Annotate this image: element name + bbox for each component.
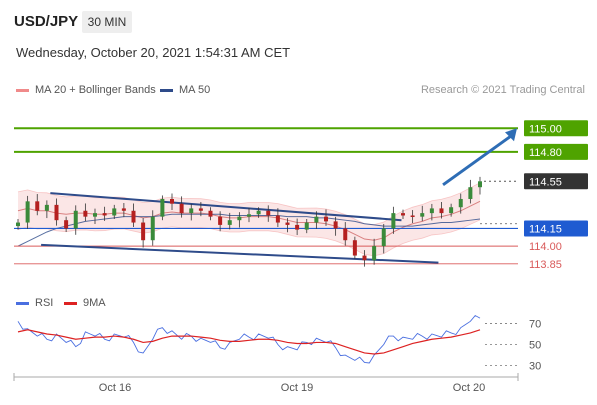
candles-group — [16, 176, 482, 267]
candle-body — [343, 228, 348, 241]
rsi-tick-70: 70 — [529, 318, 541, 330]
level-badge-115.00 — [524, 120, 588, 137]
candle-body — [275, 215, 280, 223]
legend-ma50: MA 50 — [160, 84, 210, 96]
candle-body — [304, 222, 309, 230]
trend-channel-upper — [50, 192, 402, 222]
candle-body — [218, 216, 223, 225]
candle-body — [429, 208, 434, 214]
candle-body — [362, 255, 367, 261]
legend-rsi-label: RSI — [35, 297, 54, 309]
candle-body — [35, 201, 40, 211]
candle-body — [420, 213, 425, 217]
level-badge-114.15 — [524, 220, 588, 237]
candle-body — [83, 210, 88, 217]
trendline-group — [41, 128, 517, 264]
rsi-tick-30: 30 — [529, 361, 541, 373]
level-label-114.15: 114.15 — [529, 223, 562, 235]
candle-body — [25, 201, 30, 223]
legend-ma50-label: MA 50 — [179, 84, 211, 96]
candle-body — [266, 210, 271, 216]
candle-body — [170, 198, 174, 204]
candle-body — [410, 215, 415, 217]
candle-body — [314, 216, 319, 223]
x-axis: Oct 16 Oct 19 Oct 20 — [13, 373, 519, 394]
candle-body — [16, 222, 20, 227]
target-arrow-line — [442, 134, 513, 187]
legend-rsi-ma-label: 9MA — [83, 297, 106, 309]
candle-body — [102, 213, 107, 216]
legend-rsi-ma: 9MA — [64, 297, 106, 309]
level-label-114.00: 114.00 — [529, 241, 562, 253]
candle-body — [458, 198, 463, 208]
candle-body — [324, 216, 328, 222]
candle-body — [121, 208, 126, 211]
report-datetime: Wednesday, October 20, 2021 1:54:31 AM C… — [16, 45, 291, 60]
rsi-ma-swatch — [64, 301, 77, 305]
candle-body — [179, 203, 184, 214]
level-badge-114.80 — [524, 143, 588, 160]
candle-body — [73, 210, 78, 229]
level-labels-group: 115.00 114.80 114.55 114.15 114.00 113.85 — [524, 120, 588, 271]
level-label-114.55: 114.55 — [529, 176, 562, 188]
candle-body — [285, 222, 290, 225]
ma20-swatch — [16, 88, 29, 92]
candle-body — [44, 204, 49, 211]
legend-ma20: MA 20 + Bollinger Bands — [16, 84, 156, 96]
candle-body — [333, 221, 338, 229]
rsi-ma-line — [17, 329, 481, 355]
candle-body — [208, 210, 213, 217]
candle-body — [112, 208, 117, 216]
x-tick-label: Oct 16 — [99, 382, 131, 394]
candle-body — [237, 216, 242, 221]
candle-body — [160, 198, 165, 217]
candle-body — [93, 213, 97, 217]
level-label-114.80: 114.80 — [529, 147, 562, 159]
candle-body — [478, 181, 482, 188]
ma50-swatch — [160, 88, 173, 92]
candle-body — [468, 187, 473, 199]
candle-body — [401, 213, 405, 216]
legend-rsi: RSI — [16, 297, 53, 309]
candle-body — [256, 210, 261, 215]
candle-body — [198, 208, 203, 211]
candle-body — [449, 207, 454, 214]
candle-body — [391, 213, 396, 229]
level-label-115.00: 115.00 — [529, 123, 562, 135]
candle-body — [352, 240, 357, 256]
candle-body — [381, 228, 386, 247]
rsi-swatch — [16, 301, 29, 305]
rsi-line — [17, 314, 481, 364]
candle-body — [150, 216, 155, 241]
candle-body — [227, 220, 232, 225]
rsi-panel: 70 50 30 — [17, 314, 541, 373]
target-arrow-head — [505, 128, 517, 142]
price-levels-group — [14, 127, 518, 265]
x-tick-label: Oct 20 — [453, 382, 485, 394]
candle-body — [372, 246, 377, 261]
candle-body — [141, 222, 146, 241]
level-label-113.85: 113.85 — [529, 259, 562, 271]
candle-body — [439, 208, 444, 214]
candle-body — [54, 204, 59, 221]
symbol-title: USD/JPY — [14, 13, 79, 30]
rsi-tick-50: 50 — [529, 340, 541, 352]
candle-body — [64, 220, 69, 229]
candle-body — [247, 214, 251, 217]
legend-ma20-label: MA 20 + Bollinger Bands — [35, 84, 156, 96]
candle-body — [131, 210, 136, 223]
x-tick-label: Oct 19 — [281, 382, 313, 394]
candle-body — [189, 208, 194, 214]
bollinger-lower-line — [17, 219, 481, 257]
candle-body — [295, 224, 300, 230]
timeframe-badge[interactable]: 30 MIN — [82, 11, 132, 33]
credit-text: Research © 2021 Trading Central — [420, 84, 585, 96]
level-badge-114.55 — [524, 173, 588, 190]
